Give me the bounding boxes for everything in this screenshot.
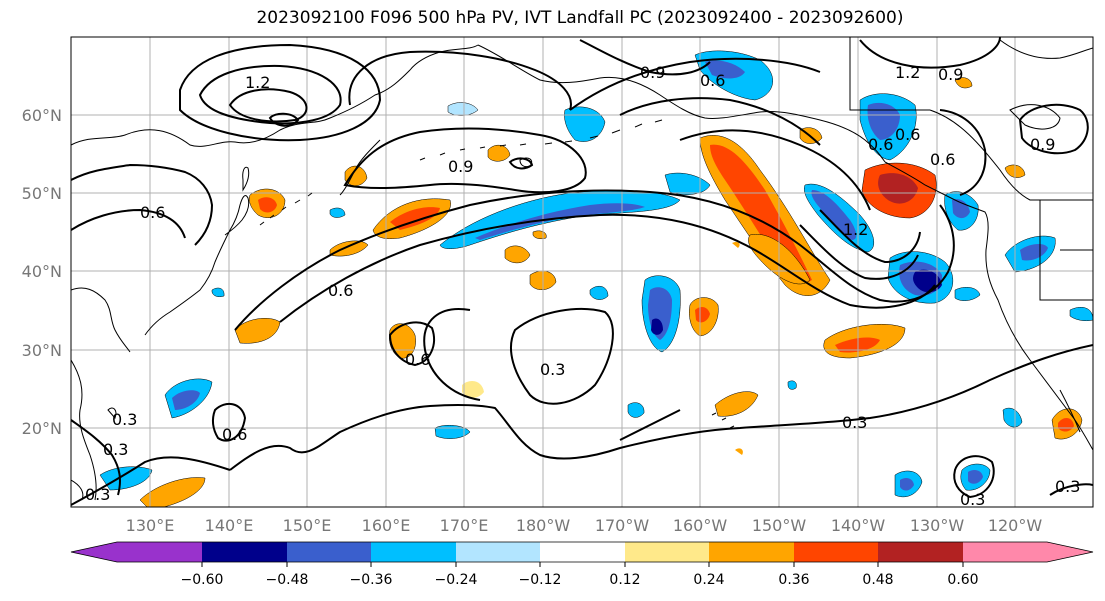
contour-label: 0.3 bbox=[103, 440, 128, 459]
colorbar-segment bbox=[794, 542, 879, 562]
colorbar-segment bbox=[287, 542, 372, 562]
contour-label: 1.2 bbox=[895, 63, 920, 82]
contour-label: 0.3 bbox=[112, 410, 137, 429]
contour-label: 0.6 bbox=[700, 71, 725, 90]
lat-tick-label: 20°N bbox=[22, 419, 62, 438]
colorbar: −0.60 −0.48 −0.36 −0.24 −0.12 0.12 0.24 … bbox=[70, 541, 1094, 588]
pc-shading bbox=[99, 50, 1093, 507]
contour-label: 0.6 bbox=[895, 125, 920, 144]
colorbar-segment bbox=[709, 542, 795, 562]
contour-label: 0.3 bbox=[1055, 477, 1080, 496]
contour-label: 0.9 bbox=[938, 65, 963, 84]
colorbar-outline bbox=[70, 541, 1094, 563]
lon-tick-label: 170°E bbox=[440, 516, 489, 535]
contour-label: 0.6 bbox=[405, 350, 430, 369]
colorbar-label: 0.48 bbox=[862, 572, 893, 588]
map-title: 2023092100 F096 500 hPa PV, IVT Landfall… bbox=[256, 8, 904, 28]
colorbar-label: 0.12 bbox=[609, 572, 640, 588]
colorbar-segment bbox=[540, 542, 626, 562]
colorbar-label: 0.24 bbox=[693, 572, 724, 588]
contour-label: 0.3 bbox=[85, 485, 110, 504]
lat-tick-label: 60°N bbox=[22, 106, 62, 125]
contour-label: 0.3 bbox=[960, 490, 985, 509]
colorbar-label: −0.12 bbox=[519, 572, 562, 588]
contour-label: 0.6 bbox=[222, 425, 247, 444]
colorbar-label: −0.36 bbox=[350, 572, 393, 588]
contour-label: 0.6 bbox=[930, 150, 955, 169]
lon-tick-label: 130°E bbox=[126, 516, 175, 535]
contour-label: 0.6 bbox=[140, 203, 165, 222]
lon-tick-label: 120°W bbox=[988, 516, 1043, 535]
colorbar-segment bbox=[456, 542, 541, 562]
colorbar-segment bbox=[371, 542, 457, 562]
contour-label: 1.2 bbox=[843, 220, 868, 239]
colorbar-label: −0.24 bbox=[435, 572, 478, 588]
lon-tick-label: 160°E bbox=[362, 516, 411, 535]
lon-tick-label: 170°W bbox=[595, 516, 650, 535]
map-frame bbox=[70, 36, 1094, 508]
contour-label: 0.6 bbox=[868, 135, 893, 154]
colorbar-label: 0.60 bbox=[947, 572, 978, 588]
contour-label: 0.9 bbox=[448, 157, 473, 176]
colorbar-segment bbox=[878, 542, 964, 562]
colorbar-label: −0.60 bbox=[181, 572, 224, 588]
lon-tick-label: 140°E bbox=[205, 516, 254, 535]
colorbar-segment bbox=[625, 542, 710, 562]
contour-label: 0.9 bbox=[640, 63, 665, 82]
lon-tick-labels: 130°E 140°E 150°E 160°E 170°E 180°W 170°… bbox=[126, 516, 1043, 535]
contour-label: 0.3 bbox=[842, 413, 867, 432]
lon-tick-label: 150°E bbox=[283, 516, 332, 535]
colorbar-segment bbox=[963, 542, 1048, 562]
contour-label: 1.2 bbox=[245, 73, 270, 92]
lon-tick-label: 140°W bbox=[831, 516, 886, 535]
colorbar-segment bbox=[117, 542, 203, 562]
lon-tick-label: 150°W bbox=[752, 516, 807, 535]
lat-tick-label: 50°N bbox=[22, 184, 62, 203]
lon-tick-label: 160°W bbox=[673, 516, 728, 535]
colorbar-segment bbox=[202, 542, 287, 562]
contour-label: 0.6 bbox=[328, 281, 353, 300]
contour-labels: 1.2 0.6 0.9 0.6 0.9 0.6 0.6 0.6 0.3 0.3 … bbox=[85, 63, 1080, 509]
lat-tick-labels: 60°N 50°N 40°N 30°N 20°N bbox=[22, 106, 62, 438]
contour-label: 0.3 bbox=[540, 360, 565, 379]
lon-tick-label: 130°W bbox=[910, 516, 965, 535]
contour-label: 0.9 bbox=[1030, 135, 1055, 154]
colorbar-min-extension bbox=[71, 542, 117, 562]
colorbar-label: 0.36 bbox=[778, 572, 809, 588]
lat-tick-label: 30°N bbox=[22, 341, 62, 360]
lat-tick-label: 40°N bbox=[22, 262, 62, 281]
colorbar-label: −0.48 bbox=[266, 572, 309, 588]
lon-tick-label: 180°W bbox=[516, 516, 571, 535]
pv-contours bbox=[71, 37, 1093, 506]
colorbar-max-extension bbox=[1047, 542, 1093, 562]
